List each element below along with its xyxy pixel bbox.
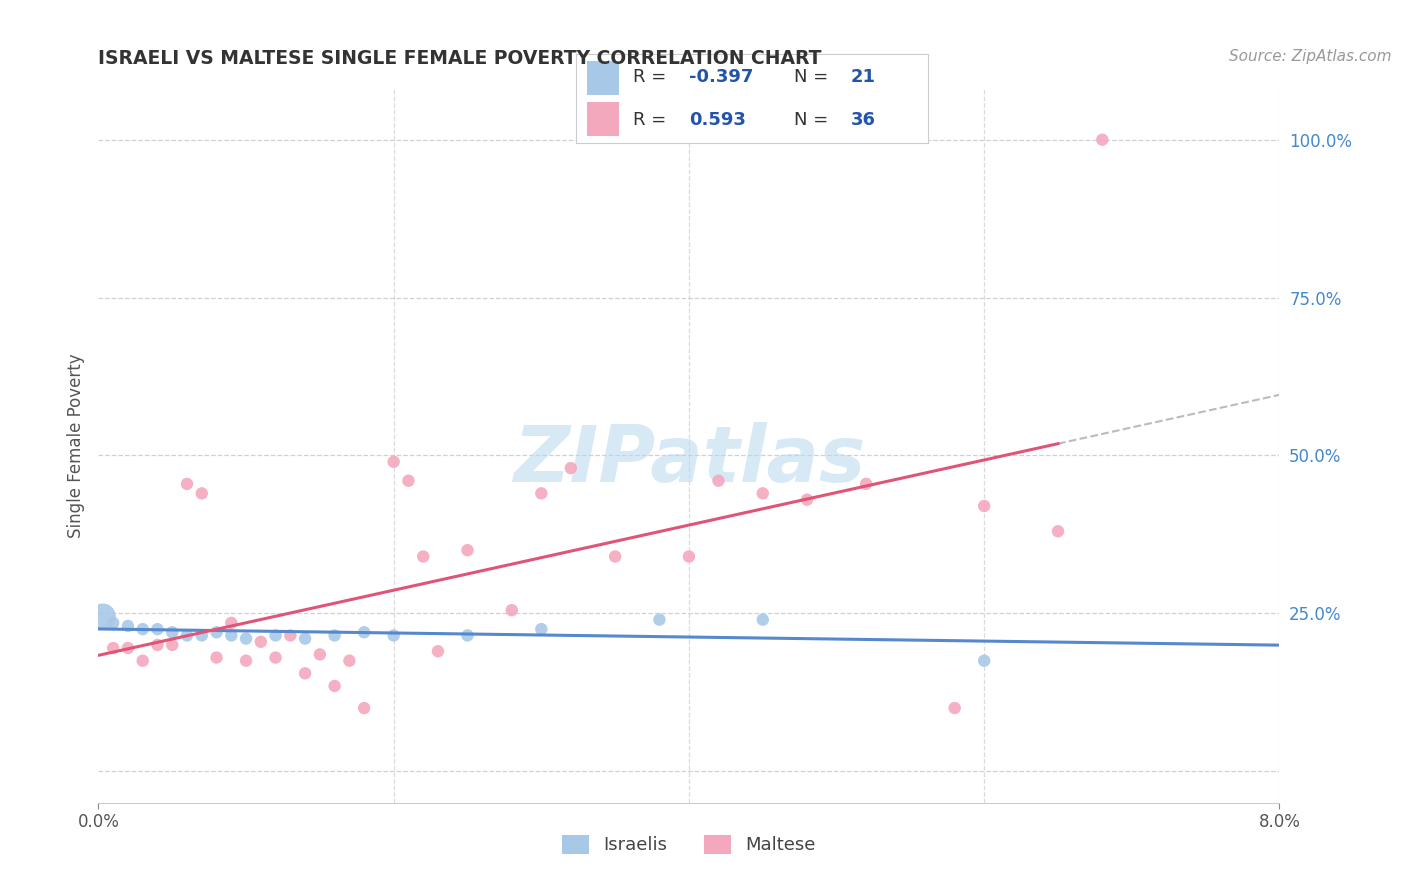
Point <box>396 474 419 488</box>
Point <box>1091 133 1114 147</box>
Text: ISRAELI VS MALTESE SINGLE FEMALE POVERTY CORRELATION CHART: ISRAELI VS MALTESE SINGLE FEMALE POVERTY… <box>98 49 823 68</box>
Point <box>796 492 818 507</box>
Point <box>707 474 730 488</box>
Point <box>103 641 125 656</box>
Point <box>219 615 242 630</box>
Point <box>191 628 214 642</box>
Point <box>605 549 627 564</box>
Point <box>264 628 287 642</box>
Point <box>382 455 405 469</box>
Point <box>146 622 169 636</box>
Text: 36: 36 <box>851 111 876 128</box>
Point <box>973 499 995 513</box>
Point <box>132 654 155 668</box>
Point <box>294 632 316 646</box>
Y-axis label: Single Female Poverty: Single Female Poverty <box>66 354 84 538</box>
Bar <box>586 61 619 95</box>
Point <box>219 628 242 642</box>
Point <box>91 609 114 624</box>
Point <box>855 476 877 491</box>
Point <box>294 666 316 681</box>
Point <box>191 486 214 500</box>
Point <box>235 632 257 646</box>
Point <box>103 615 125 630</box>
Point <box>426 644 449 658</box>
Point <box>162 625 183 640</box>
Point <box>205 650 228 665</box>
Point <box>176 476 198 491</box>
Point <box>530 486 553 500</box>
Point <box>678 549 700 564</box>
Point <box>456 543 478 558</box>
Text: R =: R = <box>633 111 672 128</box>
Text: ZIPatlas: ZIPatlas <box>513 422 865 499</box>
Point <box>973 654 995 668</box>
Point <box>250 634 273 648</box>
Point <box>648 613 671 627</box>
Point <box>323 679 346 693</box>
Point <box>205 625 228 640</box>
Point <box>264 650 287 665</box>
Point <box>353 701 375 715</box>
Point <box>132 622 155 636</box>
Bar <box>586 102 619 136</box>
Point <box>308 648 332 662</box>
Point <box>235 654 257 668</box>
Point <box>382 628 405 642</box>
Text: N =: N = <box>794 68 834 86</box>
Point <box>278 628 302 642</box>
Point <box>117 619 139 633</box>
Text: R =: R = <box>633 68 672 86</box>
Point <box>337 654 360 668</box>
Point <box>456 628 478 642</box>
Point <box>501 603 523 617</box>
Point <box>751 486 773 500</box>
Point <box>353 625 375 640</box>
Point <box>323 628 346 642</box>
Text: 0.593: 0.593 <box>689 111 745 128</box>
Point <box>1046 524 1069 539</box>
Legend: Israelis, Maltese: Israelis, Maltese <box>555 828 823 862</box>
Text: 21: 21 <box>851 68 876 86</box>
Point <box>146 638 169 652</box>
Text: N =: N = <box>794 111 834 128</box>
Text: Source: ZipAtlas.com: Source: ZipAtlas.com <box>1229 49 1392 64</box>
Point <box>530 622 553 636</box>
Point <box>162 638 183 652</box>
Point <box>412 549 434 564</box>
Text: -0.397: -0.397 <box>689 68 754 86</box>
Point <box>560 461 582 475</box>
Point <box>117 641 139 656</box>
Point <box>176 628 198 642</box>
Point <box>943 701 966 715</box>
Point <box>751 613 773 627</box>
